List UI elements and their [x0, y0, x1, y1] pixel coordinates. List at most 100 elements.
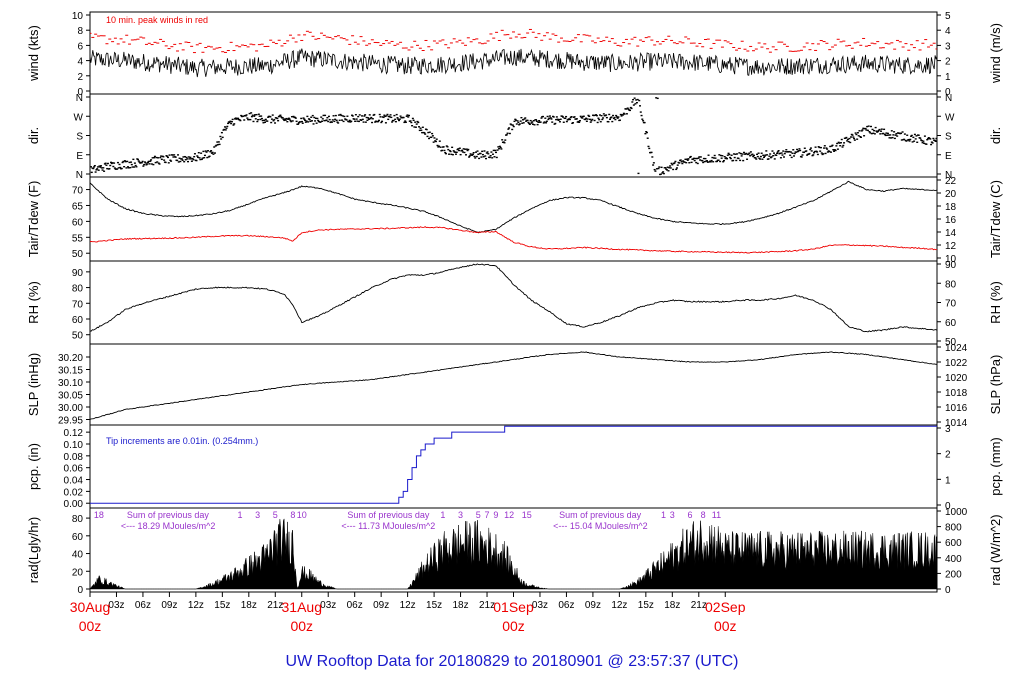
direction-point	[539, 121, 542, 123]
direction-point	[439, 146, 442, 148]
direction-point	[695, 161, 698, 164]
direction-point	[783, 156, 785, 158]
direction-point	[713, 154, 716, 157]
direction-point	[260, 115, 263, 117]
direction-point	[97, 169, 100, 171]
direction-point	[777, 150, 780, 152]
direction-point	[675, 167, 678, 169]
direction-point	[555, 116, 558, 118]
direction-point	[533, 124, 536, 126]
left-tick-label: 0	[77, 585, 83, 596]
direction-point	[568, 118, 571, 121]
direction-point	[680, 161, 683, 163]
direction-point	[90, 171, 93, 174]
direction-point	[633, 97, 636, 99]
direction-point	[836, 148, 839, 150]
direction-point	[842, 144, 845, 147]
left-tick-label: 65	[72, 201, 84, 212]
direction-point	[674, 160, 677, 163]
direction-point	[134, 164, 137, 167]
direction-point	[625, 113, 628, 115]
direction-point	[454, 151, 457, 153]
direction-point	[428, 131, 431, 133]
direction-point	[335, 119, 338, 121]
direction-point	[581, 117, 584, 119]
direction-point	[487, 153, 490, 155]
direction-point	[591, 118, 594, 121]
direction-point	[100, 165, 103, 167]
direction-point	[113, 167, 116, 169]
direction-point	[231, 118, 234, 121]
direction-point	[477, 153, 480, 155]
direction-point	[220, 131, 223, 134]
direction-point	[742, 159, 745, 162]
direction-point	[903, 133, 906, 135]
direction-point	[648, 147, 651, 150]
direction-point	[615, 114, 618, 117]
direction-point	[244, 115, 247, 117]
direction-point	[305, 120, 308, 122]
direction-point	[692, 157, 695, 160]
left-tick-label: 30.20	[58, 353, 83, 364]
direction-point	[617, 116, 620, 118]
direction-point	[403, 121, 406, 124]
direction-point	[891, 136, 894, 139]
direction-point	[144, 162, 147, 164]
direction-point	[903, 138, 906, 141]
direction-point	[397, 118, 400, 120]
right-tick-label: 18	[945, 202, 957, 213]
direction-point	[116, 161, 119, 164]
direction-point	[849, 141, 852, 144]
direction-point	[303, 118, 306, 120]
direction-point	[98, 165, 101, 167]
direction-point	[635, 101, 638, 104]
direction-point	[92, 167, 95, 170]
direction-point	[687, 158, 690, 160]
direction-point	[718, 154, 721, 156]
direction-point	[360, 119, 363, 122]
direction-point	[586, 118, 589, 120]
panel-pcp: 0.000.020.040.060.080.100.12 0 1 2 3 pcp. (in…	[26, 424, 1003, 512]
direction-point	[498, 147, 501, 150]
direction-point	[503, 142, 506, 144]
direction-point	[136, 158, 139, 161]
direction-point	[776, 152, 779, 155]
direction-point	[337, 114, 340, 116]
direction-point	[936, 139, 937, 142]
direction-point	[634, 103, 637, 105]
direction-point	[313, 116, 316, 119]
right-axis-title: SLP (hPa)	[988, 355, 1003, 415]
direction-point	[712, 157, 715, 159]
direction-point	[133, 162, 136, 164]
direction-point	[466, 149, 469, 152]
direction-point	[711, 156, 714, 159]
direction-point	[444, 152, 447, 155]
direction-point	[745, 152, 748, 155]
direction-point	[289, 119, 292, 122]
direction-point	[911, 141, 914, 143]
direction-point	[436, 144, 439, 147]
day-label-hour: 00z	[290, 618, 313, 634]
direction-point	[124, 160, 127, 163]
direction-point	[791, 152, 794, 154]
direction-point	[99, 166, 102, 168]
day-label-date: 02Sep	[705, 599, 746, 615]
direction-point	[803, 151, 806, 154]
direction-point	[493, 156, 496, 158]
day-label-hour: 00z	[79, 618, 102, 634]
direction-point	[190, 158, 193, 160]
direction-point	[322, 114, 325, 117]
radiation-hour-marker: 3	[670, 510, 675, 520]
direction-point	[377, 119, 380, 122]
direction-point	[741, 153, 744, 155]
direction-point	[706, 160, 708, 162]
direction-point	[492, 149, 495, 152]
direction-point	[247, 118, 250, 121]
direction-point	[669, 165, 672, 167]
direction-point	[914, 138, 917, 140]
left-tick-label: 10	[72, 11, 84, 22]
direction-point	[217, 141, 220, 143]
left-axis-title: wind (kts)	[26, 25, 41, 82]
panel-frame	[89, 343, 938, 426]
direction-point	[167, 162, 170, 164]
